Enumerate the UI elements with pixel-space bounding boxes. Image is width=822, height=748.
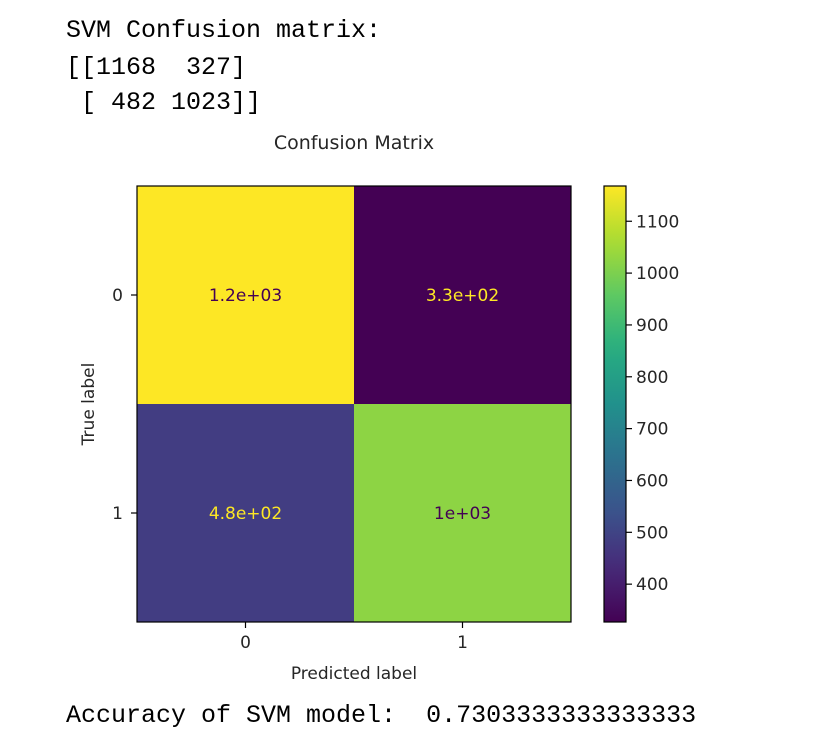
cell-value-label: 3.3e+02 — [426, 286, 499, 306]
colorbar-tick-label: 700 — [636, 420, 668, 440]
accuracy-label: Accuracy of SVM model: — [66, 701, 397, 730]
colorbar-tick-label: 1000 — [636, 264, 679, 284]
chart-title: Confusion Matrix — [274, 132, 434, 154]
colorbar-tick-label: 600 — [636, 471, 668, 491]
accuracy-value: 0.7303333333333333 — [426, 701, 697, 730]
y-tick-label: 0 — [112, 286, 123, 306]
colorbar-tick-label: 1100 — [636, 212, 679, 232]
matrix-printout-row: [[1168 327] — [66, 53, 247, 82]
heatmap-cell — [354, 404, 571, 622]
cell-value-label: 1.2e+03 — [209, 286, 282, 306]
cell-value-label: 4.8e+02 — [209, 504, 282, 524]
x-tick-label: 0 — [240, 633, 251, 653]
heatmap-cell — [354, 186, 571, 404]
y-tick-label: 1 — [112, 504, 123, 524]
matrix-printout-row: [ 482 1023]] — [66, 88, 262, 117]
colorbar — [603, 185, 627, 623]
heatmap-cell — [137, 404, 354, 622]
console-header: SVM Confusion matrix: — [66, 16, 382, 45]
colorbar-tick-label: 400 — [636, 575, 668, 595]
x-tick-label: 1 — [457, 633, 468, 653]
colorbar-tick-label: 500 — [636, 523, 668, 543]
cell-value-label: 1e+03 — [434, 504, 491, 524]
colorbar-tick-label: 800 — [636, 368, 668, 388]
axes-frame — [136, 185, 572, 623]
x-axis-label: Predicted label — [291, 664, 417, 684]
colorbar-tick-label: 900 — [636, 316, 668, 336]
heatmap-cell — [137, 186, 354, 404]
y-axis-label: True label — [79, 363, 99, 447]
accuracy-line: Accuracy of SVM model: 0.730333333333333… — [66, 701, 696, 731]
